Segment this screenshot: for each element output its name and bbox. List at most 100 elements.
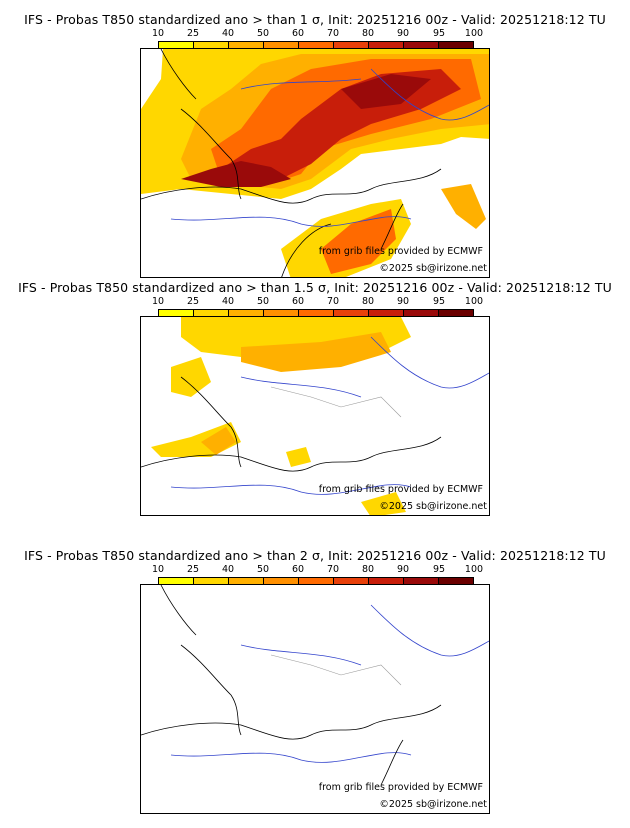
prob-area-90: [181, 161, 291, 187]
colorbar-swatch: [299, 42, 334, 49]
colorbar-swatch: [404, 578, 439, 585]
colorbar-tick-labels: 10 25 40 50 60 70 80 90 95 100: [150, 564, 490, 576]
panel-1sigma: IFS - Probas T850 standardized ano > tha…: [0, 12, 630, 282]
prob-area-corsica-mid: [321, 209, 396, 274]
river-path: [170, 484, 412, 495]
colorbar-tick: 90: [396, 28, 410, 39]
river-path: [370, 68, 489, 121]
colorbar-swatch: [194, 310, 229, 317]
colorbar-tick: 70: [326, 564, 340, 575]
colorbar-swatch: [439, 42, 473, 49]
colorbar-swatch: [264, 578, 299, 585]
colorbar-tick: 40: [221, 564, 235, 575]
colorbar-swatch: [439, 310, 473, 317]
colorbar-tick: 100: [464, 28, 484, 39]
colorbar-tick: 70: [326, 296, 340, 307]
colorbar-swatch: [404, 42, 439, 49]
colorbar-tick: 95: [432, 28, 446, 39]
colorbar-tick: 80: [361, 564, 375, 575]
corsica-coast: [380, 739, 404, 786]
colorbar-tick: 40: [221, 296, 235, 307]
coastline-path: [160, 49, 197, 100]
colorbar-swatch: [299, 310, 334, 317]
colorbar-tick: 100: [464, 296, 484, 307]
colorbar-tick: 25: [186, 564, 200, 575]
colorbar-tick: 50: [256, 564, 270, 575]
region-border: [270, 654, 402, 686]
coastline-path: [141, 436, 442, 472]
colorbar-tick: 40: [221, 28, 235, 39]
coastline-path: [180, 108, 242, 200]
credit-copyright: ©2025 sb@irizone.net: [379, 501, 487, 512]
map-svg: [141, 585, 489, 786]
colorbar-tick: 10: [151, 28, 165, 39]
colorbar-swatch: [229, 42, 264, 49]
colorbar-swatch: [159, 578, 194, 585]
credit-source: from grib files provided by ECMWF: [318, 246, 483, 257]
colorbar-swatch: [299, 578, 334, 585]
colorbar-tick: 25: [186, 28, 200, 39]
river-path: [370, 604, 489, 657]
colorbar-swatch: [334, 310, 369, 317]
colorbar-tick: 100: [464, 564, 484, 575]
colorbar-tick: 90: [396, 564, 410, 575]
coastline-path: [160, 585, 197, 636]
colorbar-tick: 80: [361, 28, 375, 39]
colorbar-swatch: [194, 578, 229, 585]
colorbar-tick: 25: [186, 296, 200, 307]
colorbar-tick: 50: [256, 296, 270, 307]
prob-area-25: [241, 332, 391, 372]
panel-title: IFS - Probas T850 standardized ano > tha…: [18, 280, 612, 295]
coastline-path: [281, 223, 332, 277]
river-path: [240, 644, 362, 666]
credit-copyright: ©2025 sb@irizone.net: [379, 263, 487, 274]
map-svg: [141, 49, 489, 277]
panel-title: IFS - Probas T850 standardized ano > tha…: [24, 12, 606, 27]
prob-area-low-west: [171, 357, 211, 397]
colorbar-swatch: [194, 42, 229, 49]
river-path: [370, 336, 489, 389]
prob-area-east: [441, 184, 486, 229]
colorbar-swatch: [264, 310, 299, 317]
colorbar-tick: 60: [291, 28, 305, 39]
colorbar-tick: 10: [151, 564, 165, 575]
colorbar-swatch: [439, 578, 473, 585]
colorbar-tick-labels: 10 25 40 50 60 70 80 90 95 100: [150, 28, 490, 40]
panel-1.5sigma: IFS - Probas T850 standardized ano > tha…: [0, 280, 630, 550]
probability-map: from grib files provided by ECMWF ©2025 …: [140, 584, 490, 814]
colorbar-tick: 90: [396, 296, 410, 307]
river-path: [240, 78, 362, 90]
coastline-path: [180, 644, 242, 736]
credit-source: from grib files provided by ECMWF: [318, 484, 483, 495]
colorbar-tick: 50: [256, 28, 270, 39]
river-path: [170, 216, 412, 227]
coastline-path: [141, 704, 442, 740]
colorbar-tick: 95: [432, 564, 446, 575]
probability-map: from grib files provided by ECMWF ©2025 …: [140, 316, 490, 516]
colorbar-swatch: [369, 42, 404, 49]
river-path: [170, 752, 412, 763]
prob-area-25-sw: [201, 427, 236, 455]
colorbar-swatch: [334, 578, 369, 585]
colorbar-tick: 80: [361, 296, 375, 307]
colorbar-tick-labels: 10 25 40 50 60 70 80 90 95 100: [150, 296, 490, 308]
colorbar-tick: 60: [291, 564, 305, 575]
colorbar-tick: 10: [151, 296, 165, 307]
colorbar-swatch: [264, 42, 299, 49]
coastline-path: [141, 168, 442, 204]
prob-area-low-corsica: [361, 492, 406, 515]
colorbar-tick: 70: [326, 28, 340, 39]
colorbar-swatch: [404, 310, 439, 317]
river-path: [240, 376, 362, 398]
corsica-coast: [380, 203, 404, 250]
map-svg: [141, 317, 489, 515]
colorbar-tick: 95: [432, 296, 446, 307]
colorbar-swatch: [229, 310, 264, 317]
panel-2sigma: IFS - Probas T850 standardized ano > tha…: [0, 548, 630, 818]
panel-title: IFS - Probas T850 standardized ano > tha…: [24, 548, 606, 563]
prob-area-low-south: [286, 447, 311, 467]
colorbar-tick: 60: [291, 296, 305, 307]
prob-area-90b: [341, 74, 431, 109]
credit-copyright: ©2025 sb@irizone.net: [379, 799, 487, 810]
credit-source: from grib files provided by ECMWF: [318, 782, 483, 793]
